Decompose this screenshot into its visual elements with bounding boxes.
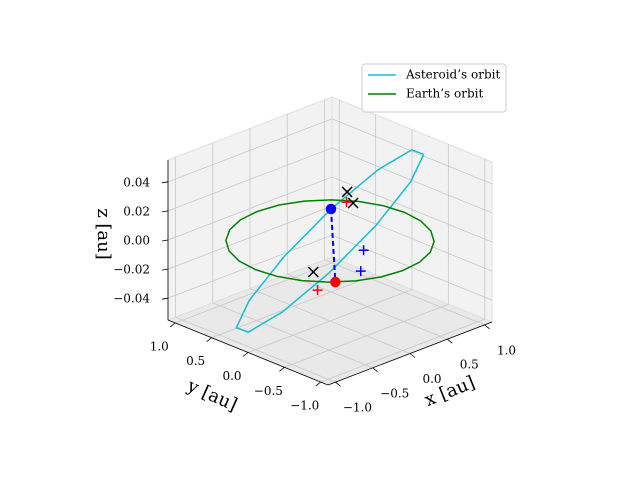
z-tick bbox=[161, 210, 169, 213]
y-tick-label: −0.5 bbox=[254, 384, 283, 398]
plus-marker bbox=[341, 197, 352, 208]
plus-marker bbox=[355, 266, 366, 277]
y-tick-label: −1.0 bbox=[290, 399, 319, 413]
x-tick-label: −1.0 bbox=[343, 401, 372, 415]
z-tick bbox=[161, 239, 169, 242]
y-grid-line bbox=[175, 99, 340, 324]
dashed-link bbox=[330, 208, 337, 283]
y-tick bbox=[315, 381, 321, 387]
x-axis-line bbox=[327, 321, 493, 386]
x-tick bbox=[335, 381, 341, 387]
z-grid-line bbox=[167, 176, 493, 243]
plus-marker bbox=[312, 285, 323, 296]
y-tick bbox=[206, 337, 212, 343]
legend-label: Earth’s orbit bbox=[406, 87, 483, 101]
z-tick bbox=[161, 268, 169, 271]
x-tick bbox=[409, 353, 416, 358]
y-grid-line bbox=[320, 159, 486, 383]
z-tick-label: 0.00 bbox=[123, 234, 150, 248]
x-grid-line bbox=[286, 114, 448, 340]
z-grid-line bbox=[167, 118, 493, 185]
y-tick-label: 0.5 bbox=[186, 354, 205, 368]
z-tick-label: 0.04 bbox=[123, 175, 150, 189]
x-tick-label: −0.5 bbox=[380, 386, 409, 400]
x-tick-label: 0.0 bbox=[422, 372, 441, 386]
cross-marker bbox=[341, 186, 353, 198]
x-grid-line bbox=[175, 157, 336, 383]
x-grid-line bbox=[212, 142, 373, 369]
x-tick bbox=[372, 367, 378, 373]
legend-box bbox=[361, 63, 507, 113]
z-axis-label: z [au] bbox=[93, 208, 114, 260]
y-axis-line bbox=[167, 319, 329, 386]
y-grid-line bbox=[247, 129, 413, 353]
y-tick bbox=[170, 322, 176, 328]
orbit-line bbox=[225, 199, 435, 283]
x-grid-line bbox=[249, 128, 411, 354]
dot-marker bbox=[330, 276, 341, 288]
z-tick bbox=[161, 297, 169, 300]
y-tick bbox=[242, 352, 249, 357]
y-tick bbox=[279, 366, 285, 372]
y-tick-label: 0.0 bbox=[222, 369, 241, 383]
plus-marker bbox=[358, 245, 369, 256]
z-tick-label: −0.04 bbox=[113, 292, 150, 306]
x-tick-label: 0.5 bbox=[460, 358, 479, 372]
x-tick bbox=[484, 324, 490, 330]
z-grid-line bbox=[167, 147, 493, 214]
y-grid-line bbox=[211, 114, 377, 339]
dot-marker bbox=[325, 203, 337, 215]
y-tick-label: 1.0 bbox=[150, 339, 169, 353]
legend-label: Asteroid’s orbit bbox=[405, 68, 500, 82]
z-tick-label: −0.02 bbox=[113, 263, 150, 277]
orbit-line bbox=[235, 149, 425, 333]
x-tick-label: 1.0 bbox=[497, 343, 516, 357]
x-grid-line bbox=[324, 99, 485, 326]
x-tick bbox=[447, 338, 453, 344]
cross-marker bbox=[347, 197, 359, 209]
cross-marker bbox=[307, 266, 319, 278]
y-grid-line bbox=[284, 144, 449, 368]
z-tick-label: 0.02 bbox=[123, 204, 150, 218]
z-tick bbox=[161, 181, 169, 184]
